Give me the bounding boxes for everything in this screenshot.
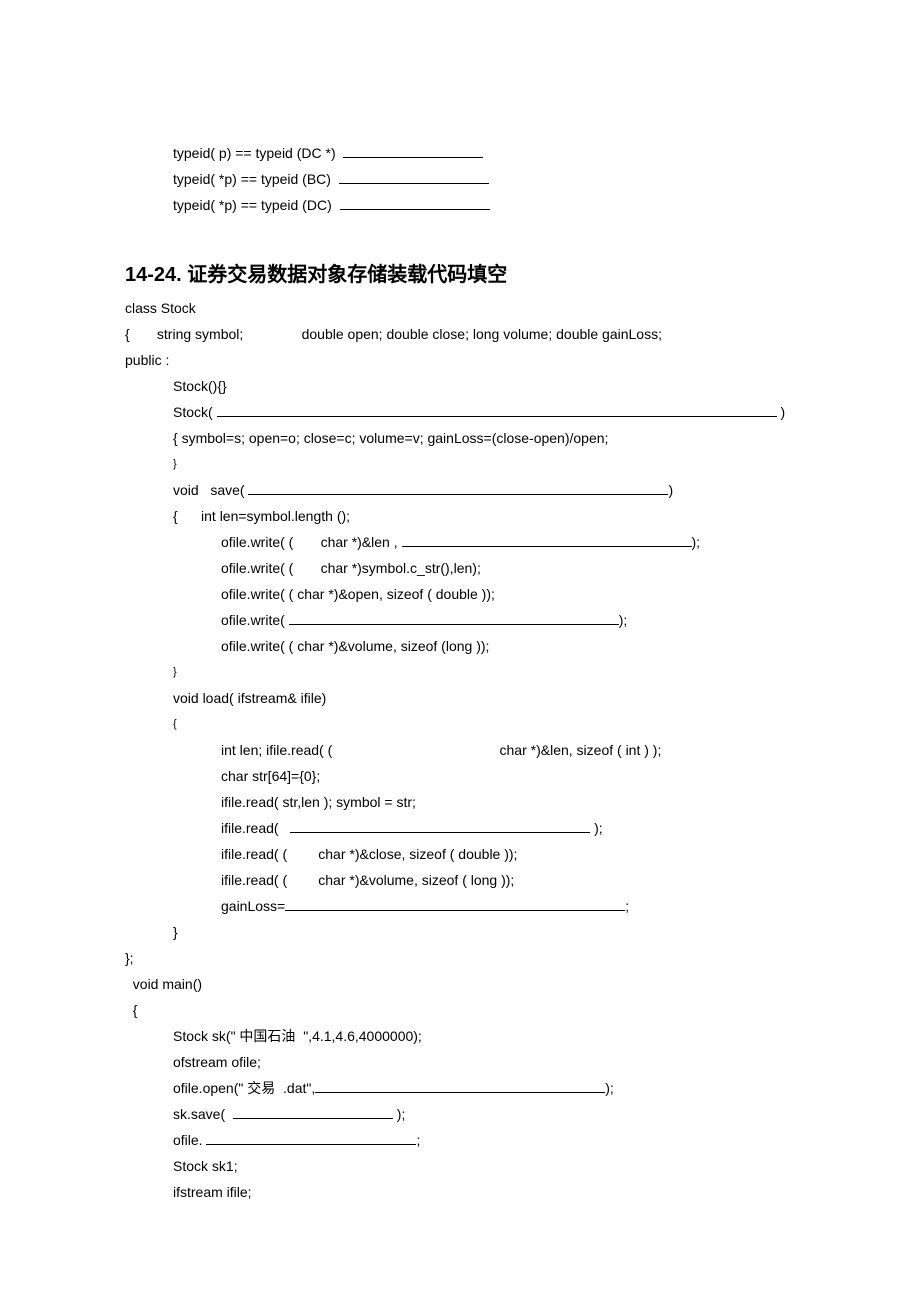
code-line: }	[125, 659, 795, 685]
text: )	[777, 404, 786, 420]
text: ;	[625, 898, 629, 914]
code-line: ifile.read( ( char *)&volume, sizeof ( l…	[125, 867, 795, 893]
fill-blank	[315, 1078, 605, 1093]
section-heading: 14-24. 证券交易数据对象存储装载代码填空	[125, 258, 795, 287]
text: );	[692, 534, 701, 550]
text: typeid( *p) == typeid (DC)	[173, 197, 340, 213]
code-line: typeid( *p) == typeid (BC)	[125, 166, 795, 192]
text: );	[619, 612, 628, 628]
fill-blank	[206, 1130, 416, 1145]
code-line: ofile.write( ( char *)symbol.c_str(),len…	[125, 555, 795, 581]
text: ofile.write(	[221, 612, 289, 628]
code-line: class Stock	[125, 295, 795, 321]
document-page: typeid( p) == typeid (DC *) typeid( *p) …	[0, 0, 920, 1305]
code-line: ofile.write( ( char *)&open, sizeof ( do…	[125, 581, 795, 607]
code-line: ifile.read( ( char *)&close, sizeof ( do…	[125, 841, 795, 867]
code-line: void main()	[125, 971, 795, 997]
code-line: ofile.write( ( char *)&volume, sizeof (l…	[125, 633, 795, 659]
text: typeid( *p) == typeid (BC)	[173, 171, 339, 187]
code-line: Stock(){}	[125, 373, 795, 399]
code-line: int len; ifile.read( ( char *)&len, size…	[125, 737, 795, 763]
text: typeid( p) == typeid (DC *)	[173, 145, 343, 161]
code-line: ofile.open(" 交易 .dat",);	[125, 1075, 795, 1101]
code-line: ofile.write( );	[125, 607, 795, 633]
fill-blank	[339, 169, 489, 184]
code-line: gainLoss=;	[125, 893, 795, 919]
code-line: ofile. ;	[125, 1127, 795, 1153]
fill-blank	[233, 1104, 393, 1119]
code-line: }	[125, 451, 795, 477]
text: ofile.	[173, 1132, 206, 1148]
code-line: Stock sk1;	[125, 1153, 795, 1179]
text: ofile.write( ( char *)&len ,	[221, 534, 402, 550]
code-line: Stock( )	[125, 399, 795, 425]
text: );	[605, 1080, 614, 1096]
text: );	[590, 820, 602, 836]
fill-blank	[290, 818, 590, 833]
code-line: ifile.read( str,len ); symbol = str;	[125, 789, 795, 815]
text: sk.save(	[173, 1106, 233, 1122]
code-line: typeid( p) == typeid (DC *)	[125, 140, 795, 166]
text: void save(	[173, 482, 248, 498]
code-line: { int len=symbol.length ();	[125, 503, 795, 529]
code-line: void load( ifstream& ifile)	[125, 685, 795, 711]
code-line: }	[125, 919, 795, 945]
code-line: ifstream ifile;	[125, 1179, 795, 1205]
code-line: ofile.write( ( char *)&len , );	[125, 529, 795, 555]
fill-blank	[340, 195, 490, 210]
fill-blank	[289, 610, 619, 625]
text: )	[668, 482, 673, 498]
code-line: };	[125, 945, 795, 971]
fill-blank	[248, 480, 668, 495]
fill-blank	[402, 532, 692, 547]
code-line: sk.save( );	[125, 1101, 795, 1127]
code-line: {	[125, 711, 795, 737]
code-line: ifile.read( );	[125, 815, 795, 841]
code-line: { symbol=s; open=o; close=c; volume=v; g…	[125, 425, 795, 451]
fill-blank	[343, 143, 483, 158]
text: ifile.read(	[221, 820, 290, 836]
text: ;	[416, 1132, 420, 1148]
text: gainLoss=	[221, 898, 285, 914]
code-line: public :	[125, 347, 795, 373]
fill-blank	[285, 896, 625, 911]
code-line: typeid( *p) == typeid (DC)	[125, 192, 795, 218]
code-line: char str[64]={0};	[125, 763, 795, 789]
fill-blank	[217, 402, 777, 417]
code-line: {	[125, 997, 795, 1023]
code-line: void save( )	[125, 477, 795, 503]
text: );	[393, 1106, 405, 1122]
text: ofile.open(" 交易 .dat",	[173, 1080, 315, 1096]
code-line: { string symbol; double open; double clo…	[125, 321, 795, 347]
text: Stock(	[173, 404, 217, 420]
code-line: ofstream ofile;	[125, 1049, 795, 1075]
code-line: Stock sk(" 中国石油 ",4.1,4.6,4000000);	[125, 1023, 795, 1049]
